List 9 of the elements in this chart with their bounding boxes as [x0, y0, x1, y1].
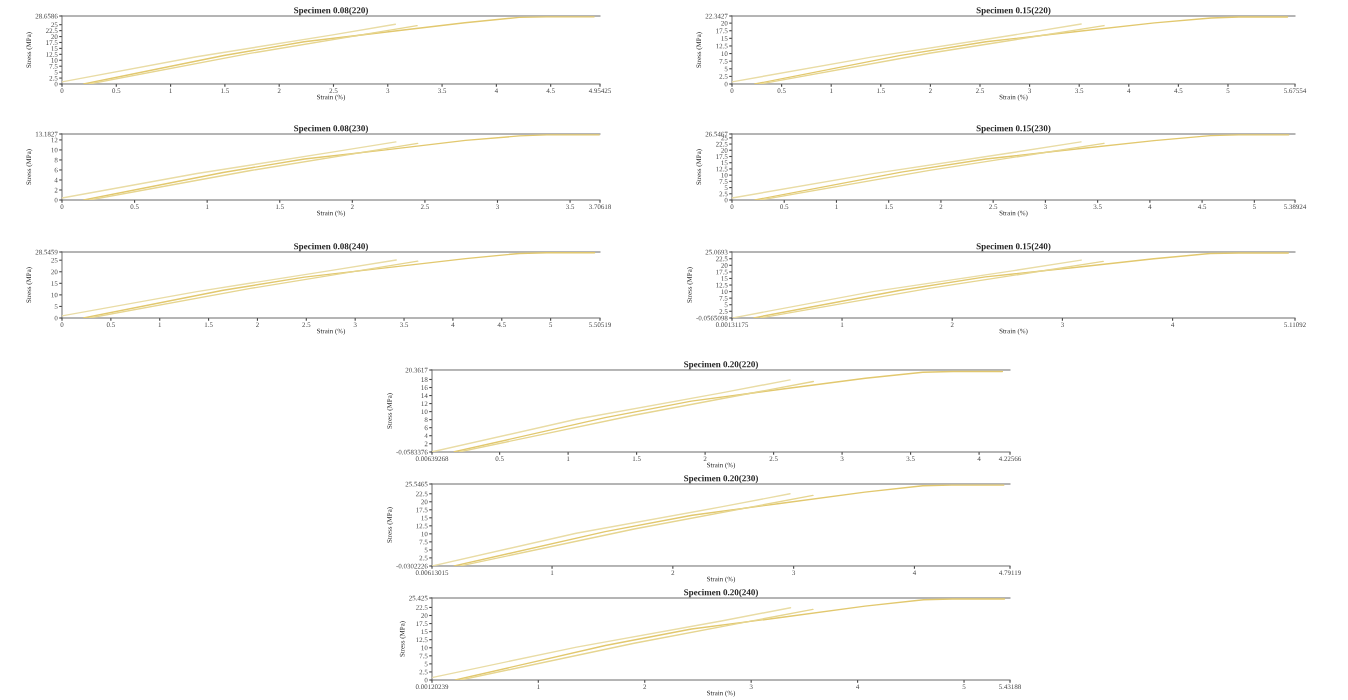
- chart-title: Specimen 0.15(220): [976, 6, 1051, 16]
- chart-title: Specimen 0.15(240): [976, 242, 1051, 252]
- chart-title: Specimen 0.20(220): [684, 360, 758, 370]
- chart-title: Specimen 0.20(230): [684, 474, 758, 484]
- chart-title: Specimen 0.20(240): [684, 588, 758, 598]
- chart-title: Specimen 0.08(230): [294, 124, 368, 134]
- chart-title: Specimen 0.08(220): [294, 6, 368, 16]
- chart-title: Specimen 0.08(240): [294, 242, 368, 252]
- chart-title: Specimen 0.15(230): [976, 124, 1051, 134]
